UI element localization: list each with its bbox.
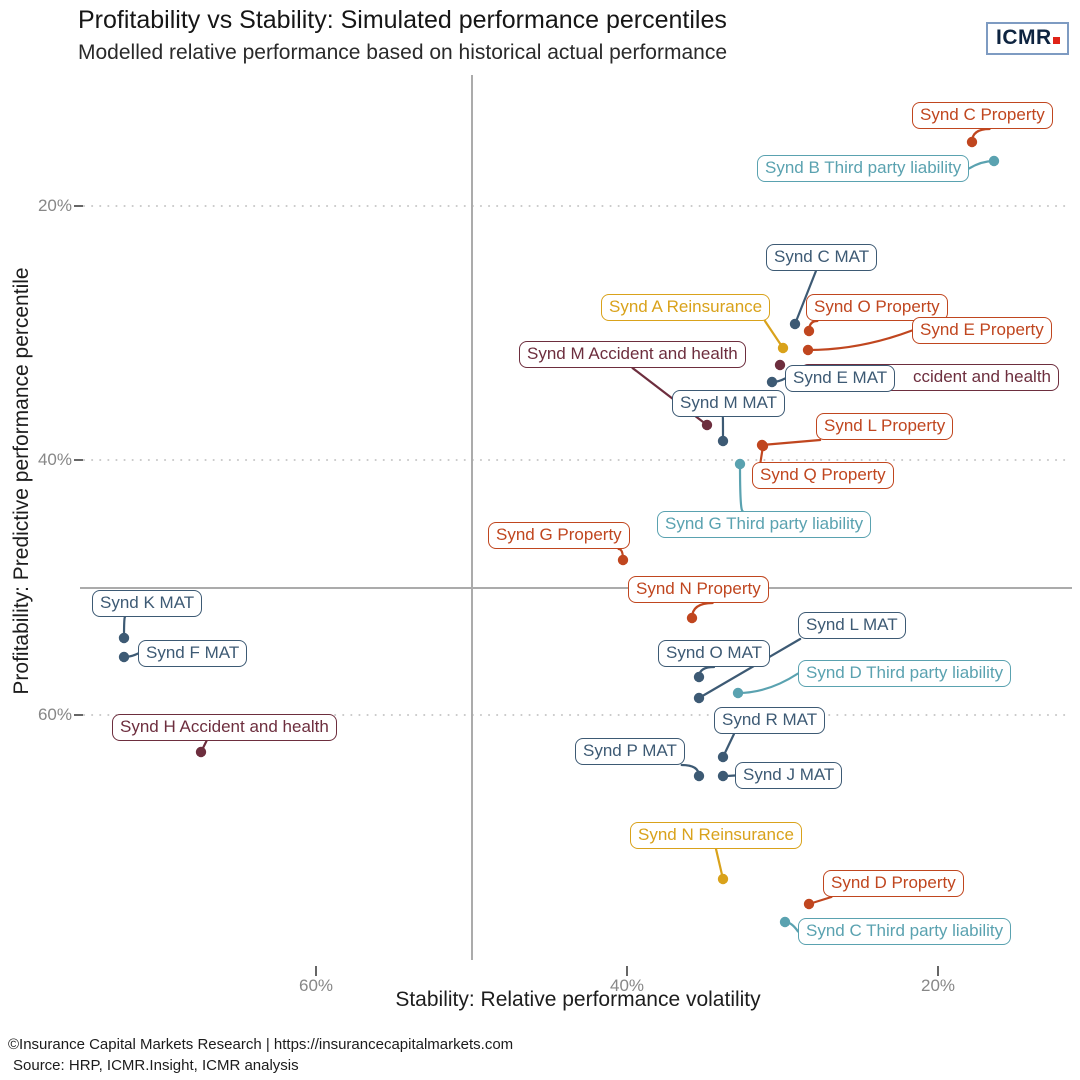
dot-synd-d-third-party-liability <box>732 687 744 699</box>
footer-copyright: ©Insurance Capital Markets Research | ht… <box>8 1036 514 1053</box>
x-axis-title: Stability: Relative performance volatili… <box>395 988 761 1011</box>
x-tick-label-40: 40% <box>609 976 645 995</box>
icmr-logo-text: ICMR <box>996 26 1052 49</box>
icmr-logo: ICMR <box>986 22 1069 55</box>
axis-ticks <box>74 205 939 976</box>
leader-synd-d-third-party-liability <box>736 672 800 695</box>
chart-title: Profitability vs Stability: Simulated pe… <box>78 6 727 34</box>
dot-synd-g-third-party-liability <box>734 458 746 470</box>
leader-synd-l-property <box>760 438 822 447</box>
dot-synd-d-property <box>803 898 815 910</box>
dot-synd-q-property <box>757 440 769 452</box>
dot-synd-e-mat <box>766 376 778 388</box>
leader-synd-c-mat <box>793 269 818 326</box>
dot-synd-h-accident-and-health <box>195 746 207 758</box>
leader-synd-e-property <box>806 329 914 352</box>
icmr-logo-red-dot-icon <box>1052 37 1060 44</box>
leader-lines <box>122 127 996 933</box>
leader-synd-m-accident-and-health <box>631 366 709 427</box>
leader-synd-a-reinsurance <box>763 319 785 350</box>
dot-synd-b-third-party-liability <box>988 155 1000 167</box>
dot-synd-n-reinsurance <box>717 873 729 885</box>
dot-synd-r-mat <box>717 751 729 763</box>
dot-synd-c-third-party-liability <box>779 916 791 928</box>
dot-synd-o-mat <box>693 671 705 683</box>
y-tick-label-40: 40% <box>37 450 72 469</box>
dot-synd-l-mat <box>693 692 705 704</box>
dot-synd-k-mat <box>118 632 130 644</box>
dot-synd-m-mat <box>717 435 729 447</box>
reference-lines <box>80 75 1072 960</box>
y-tick-label-20: 20% <box>37 196 72 215</box>
dot-synd-c-property <box>966 136 978 148</box>
chart-subtitle: Modelled relative performance based on h… <box>78 41 728 64</box>
data-points <box>118 136 1000 928</box>
y-tick-label-60: 60% <box>37 705 72 724</box>
dot-synd-o-property <box>803 325 815 337</box>
x-tick-label-20: 20% <box>920 976 956 995</box>
dot-synd-n-property <box>686 612 698 624</box>
dot-synd-m-accident-and-health <box>701 419 713 431</box>
dot-ccident-and-health <box>774 359 786 371</box>
dot-synd-g-property <box>617 554 629 566</box>
dot-synd-e-property <box>802 344 814 356</box>
dot-synd-c-mat <box>789 318 801 330</box>
dot-synd-p-mat <box>693 770 705 782</box>
gridlines <box>83 205 1073 716</box>
dot-synd-f-mat <box>118 651 130 663</box>
dot-synd-j-mat <box>717 770 729 782</box>
x-tick-label-60: 60% <box>298 976 334 995</box>
dot-synd-a-reinsurance <box>777 342 789 354</box>
leader-synd-l-mat <box>697 637 802 700</box>
footer-source: Source: HRP, ICMR.Insight, ICMR analysis <box>13 1057 299 1074</box>
leader-synd-g-third-party-liability <box>738 462 744 513</box>
